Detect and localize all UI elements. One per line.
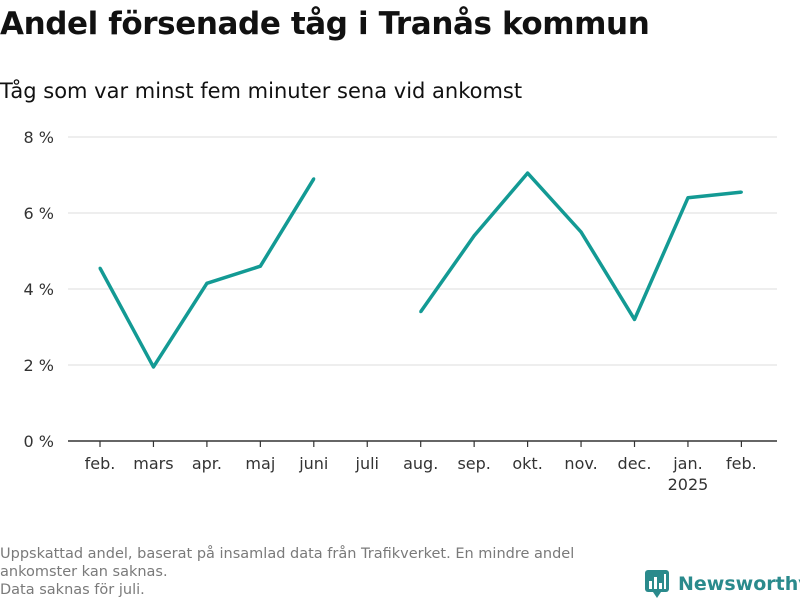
newsworthy-logo-icon — [645, 570, 669, 598]
x-tick-label: juli — [355, 454, 379, 473]
footnote: Uppskattad andel, baserat på insamlad da… — [0, 545, 630, 599]
data-point — [258, 264, 262, 268]
series-lines — [98, 171, 742, 369]
data-point — [686, 196, 690, 200]
x-tick-label: feb. — [726, 454, 757, 473]
grid-lines — [68, 136, 777, 366]
x-tick-label: okt. — [512, 454, 542, 473]
data-point — [151, 365, 155, 369]
y-axis-tick-labels: 0 % 2 % 4 % 6 % 8 % — [24, 128, 54, 451]
x-tick-label: feb. — [85, 454, 116, 473]
y-tick-label: 8 % — [24, 128, 54, 147]
data-point — [419, 310, 423, 314]
x-tick-label: juni — [298, 454, 328, 473]
brand-name: Newsworthy — [678, 573, 800, 595]
data-point — [98, 266, 102, 270]
y-tick-label: 2 % — [24, 356, 54, 375]
x-tick-label: maj — [245, 454, 275, 473]
data-point — [205, 281, 209, 285]
data-point — [312, 177, 316, 181]
series-line — [419, 171, 742, 322]
x-tick-label: mars — [133, 454, 173, 473]
y-tick-label: 0 % — [24, 432, 54, 451]
y-tick-label: 6 % — [24, 204, 54, 223]
x-tick-label: sep. — [457, 454, 490, 473]
x-tick-label: dec. — [618, 454, 652, 473]
brand-logo: Newsworthy — [644, 569, 800, 599]
series-line — [98, 177, 316, 369]
x-tick-sublabel: 2025 — [668, 475, 709, 494]
footnote-line: Uppskattad andel, baserat på insamlad da… — [0, 546, 575, 562]
data-point — [739, 190, 743, 194]
x-axis-ticks: feb. mars apr. maj juni juli aug. sep. okt. nov. d… — [85, 441, 757, 494]
line-chart: 0 % 2 % 4 % 6 % 8 % feb. mars apr. maj juni juli a… — [24, 128, 777, 494]
data-point — [579, 230, 583, 234]
footnote-line: ankomster kan saknas. — [0, 564, 168, 580]
x-tick-label: apr. — [192, 454, 222, 473]
data-point — [633, 317, 636, 321]
footnote-line: Data saknas för juli. — [0, 582, 145, 598]
data-point — [526, 171, 530, 175]
x-tick-label: nov. — [564, 454, 597, 473]
x-tick-label: aug. — [403, 454, 438, 473]
chart-subtitle: Tåg som var minst fem minuter sena vid a… — [0, 79, 523, 103]
chart-title: Andel försenade tåg i Tranås kommun — [0, 6, 650, 42]
data-points — [98, 171, 743, 369]
x-tick-label: jan. — [672, 454, 702, 473]
y-tick-label: 4 % — [24, 280, 54, 299]
data-point — [472, 234, 476, 238]
